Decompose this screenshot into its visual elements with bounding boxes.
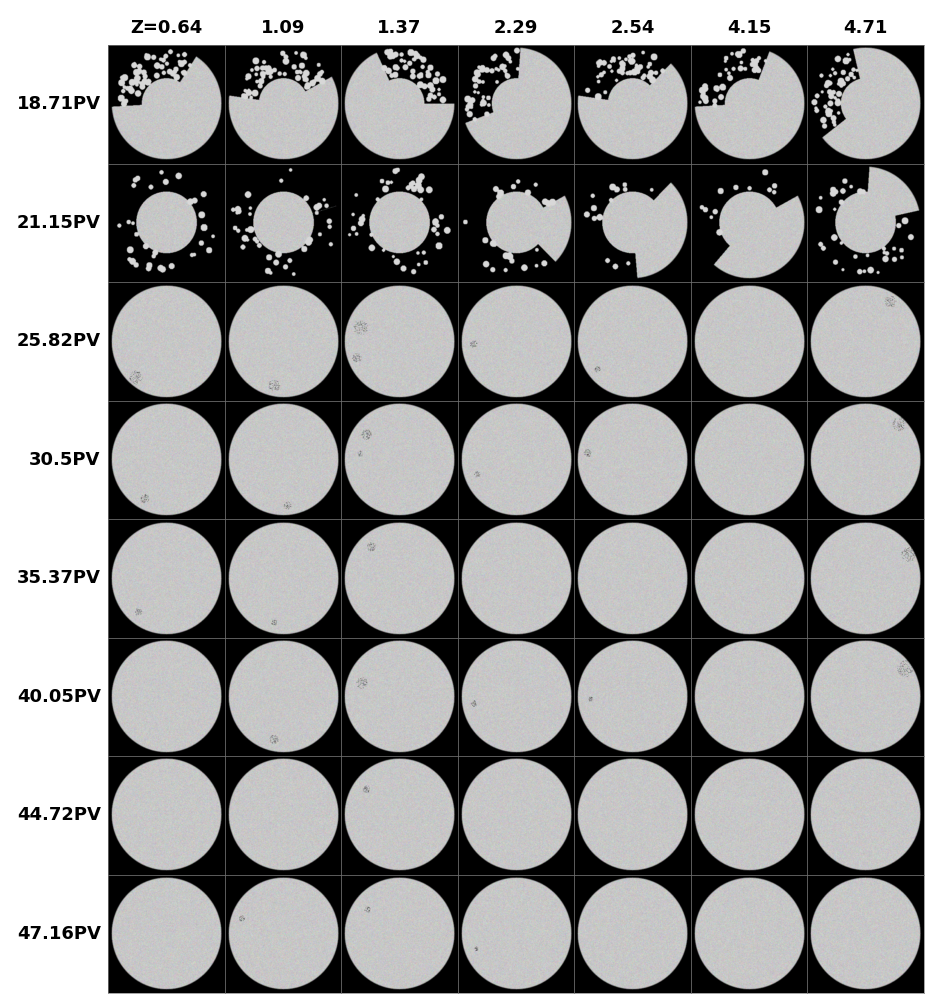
Text: 4.71: 4.71 [843, 19, 888, 37]
Text: 21.15PV: 21.15PV [17, 214, 101, 232]
Text: Z=0.64: Z=0.64 [131, 19, 202, 37]
Text: 2.54: 2.54 [610, 19, 655, 37]
Text: 35.37PV: 35.37PV [17, 569, 101, 587]
Text: 18.71PV: 18.71PV [17, 95, 101, 113]
Text: 30.5PV: 30.5PV [29, 451, 101, 469]
Text: 4.15: 4.15 [727, 19, 772, 37]
Text: 1.09: 1.09 [260, 19, 306, 37]
Text: 44.72PV: 44.72PV [17, 806, 101, 824]
Text: 40.05PV: 40.05PV [17, 688, 101, 706]
Text: 25.82PV: 25.82PV [17, 332, 101, 350]
Text: 2.29: 2.29 [494, 19, 539, 37]
Text: 1.37: 1.37 [377, 19, 422, 37]
Text: 47.16PV: 47.16PV [17, 925, 101, 943]
